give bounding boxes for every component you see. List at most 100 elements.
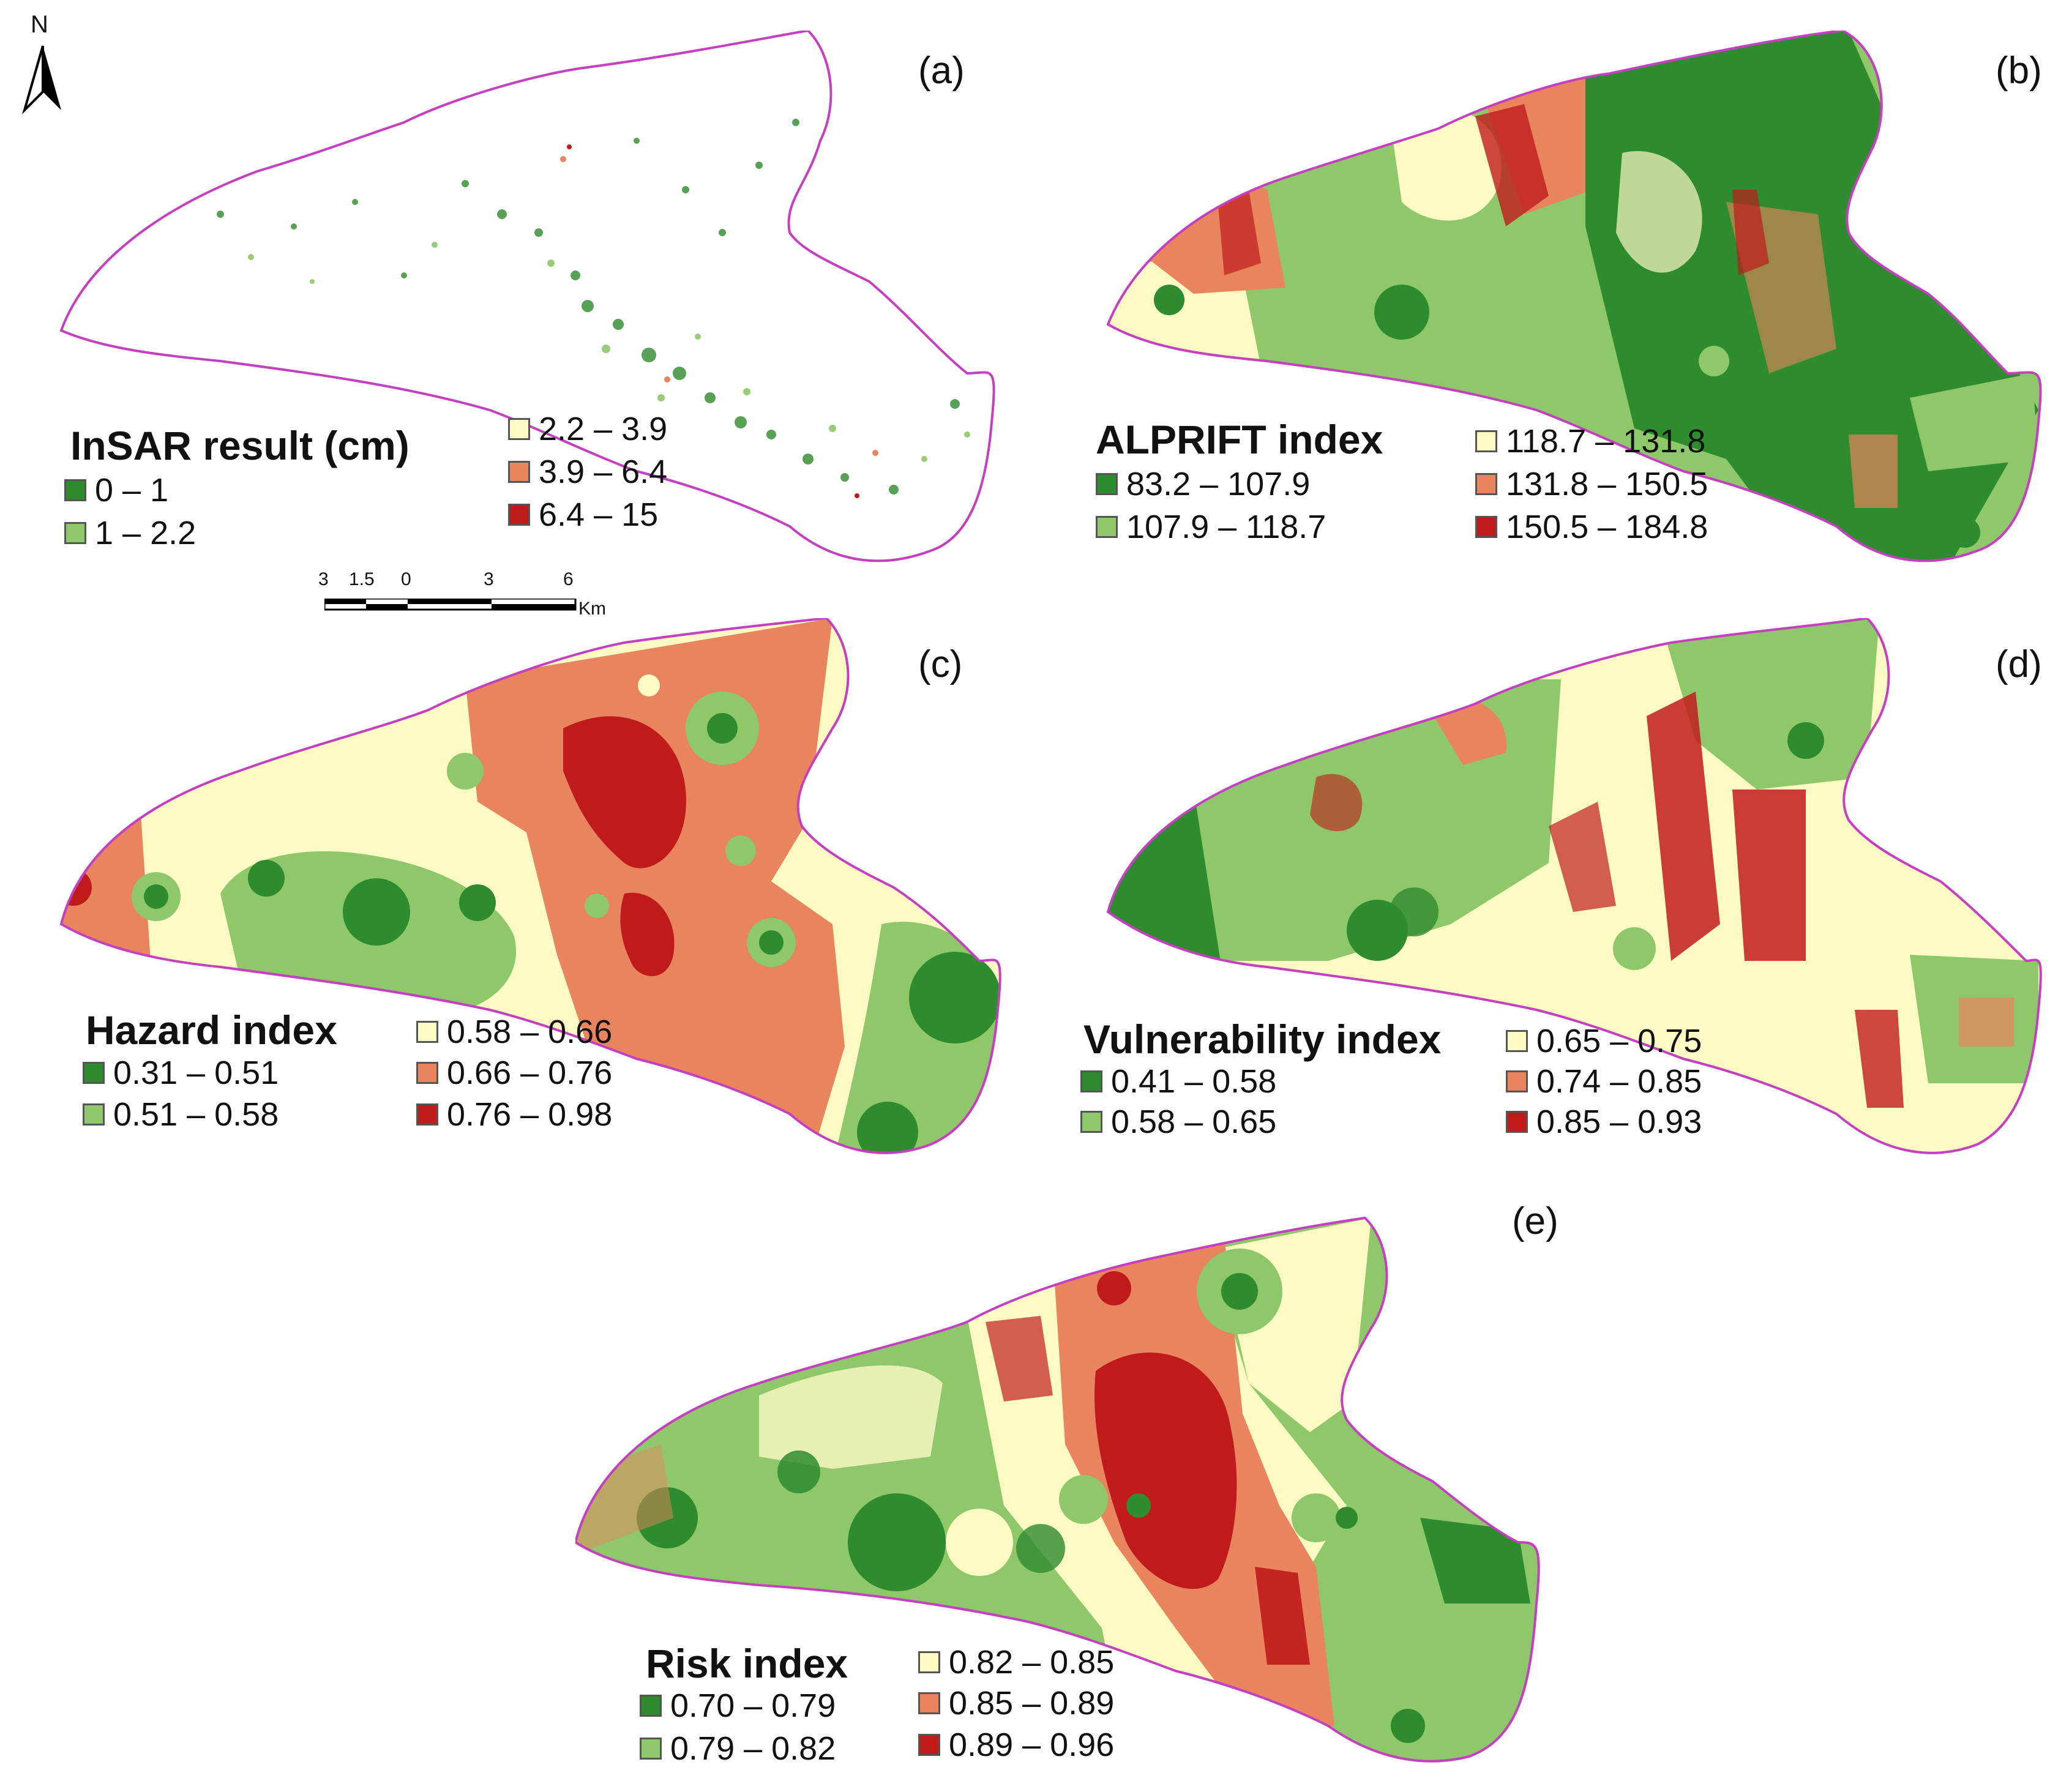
legend-item: 0.85 – 0.89 (918, 1684, 1114, 1722)
legend-item: 0.65 – 0.75 (1506, 1022, 1702, 1060)
legend-swatch (64, 522, 86, 544)
legend-swatch (1096, 516, 1118, 538)
legend-swatch (918, 1651, 940, 1673)
legend-swatch (1096, 473, 1118, 495)
legend-swatch (1080, 1070, 1102, 1092)
legend-swatch (416, 1021, 438, 1043)
legend-item: 107.9 – 118.7 (1096, 508, 1326, 546)
legend-label: 0.89 – 0.96 (949, 1727, 1115, 1763)
legend-swatch (508, 418, 530, 440)
legend-title: Risk index (646, 1641, 848, 1686)
legend-label: 0.79 – 0.82 (670, 1730, 836, 1767)
scale-tick: 3 (318, 569, 329, 589)
legend-swatch (1080, 1111, 1102, 1133)
panel-label: (b) (1996, 50, 2042, 92)
legend-label: 0.70 – 0.79 (670, 1687, 836, 1724)
legend-item: 1 – 2.2 (64, 514, 196, 552)
legend-swatch (83, 1062, 105, 1084)
scale-unit: Km (578, 599, 606, 619)
legend-label: 2.2 – 3.9 (539, 411, 668, 447)
legend-item: 2.2 – 3.9 (508, 410, 667, 448)
legend-swatch (1475, 430, 1497, 452)
legend-label: 83.2 – 107.9 (1126, 466, 1311, 502)
map-alprift (1106, 31, 2042, 562)
legend-title: InSAR result (cm) (70, 423, 410, 468)
panel-label: (a) (918, 50, 965, 92)
panel-a-insar: (a) InSAR result (cm) 0 – 1 1 – 2.2 2.2 … (37, 31, 1016, 581)
legend-swatch (416, 1062, 438, 1084)
scale-bar-graphic (324, 599, 577, 611)
legend-label: 0.58 – 0.66 (447, 1014, 613, 1050)
legend-item: 0.74 – 0.85 (1506, 1062, 1702, 1100)
panel-d-vulnerability: (d) Vulnerability index 0.41 – 0.58 0.58… (1080, 618, 2063, 1169)
legend-label: 0.74 – 0.85 (1536, 1063, 1702, 1100)
legend-swatch (416, 1103, 438, 1126)
legend-item: 150.5 – 184.8 (1475, 508, 1708, 546)
legend-item: 0.58 – 0.65 (1080, 1103, 1276, 1141)
map-hazard (59, 618, 1001, 1154)
legend-item: 6.4 – 15 (508, 496, 658, 534)
legend-swatch (1506, 1070, 1528, 1092)
legend-item: 0.41 – 0.58 (1080, 1062, 1276, 1100)
legend-item: 0.51 – 0.58 (83, 1096, 279, 1133)
legend-swatch (918, 1692, 940, 1714)
legend-item: 0.70 – 0.79 (640, 1687, 836, 1725)
legend-title: Vulnerability index (1083, 1017, 1442, 1062)
north-label: N (31, 11, 48, 38)
scale-bar: 3 1.5 0 3 6 Km (318, 569, 637, 624)
legend-swatch (508, 504, 530, 526)
legend-item: 0.85 – 0.93 (1506, 1103, 1702, 1141)
legend-label: 0.65 – 0.75 (1536, 1023, 1702, 1059)
legend-item: 3.9 – 6.4 (508, 453, 667, 491)
legend-label: 0.85 – 0.93 (1536, 1103, 1702, 1140)
legend-label: 150.5 – 184.8 (1506, 509, 1708, 545)
legend-label: 3.9 – 6.4 (539, 454, 668, 490)
scale-tick: 1.5 (349, 569, 375, 589)
map-vulnerability (1106, 618, 2042, 1154)
legend-label: 0.58 – 0.65 (1111, 1103, 1277, 1140)
legend-swatch (1506, 1030, 1528, 1052)
scale-tick: 3 (484, 569, 494, 589)
legend-item: 131.8 – 150.5 (1475, 465, 1708, 503)
legend-label: 6.4 – 15 (539, 496, 659, 533)
panel-label: (e) (1512, 1200, 1558, 1242)
legend-swatch (640, 1695, 662, 1717)
legend-label: 118.7 – 131.8 (1506, 423, 1706, 460)
legend-item: 0.58 – 0.66 (416, 1013, 612, 1051)
panel-e-risk: (e) Risk index 0.70 – 0.79 0.79 – 0.82 0… (575, 1200, 1579, 1787)
legend-title: ALPRIFT index (1096, 417, 1383, 462)
legend-item: 0.79 – 0.82 (640, 1730, 836, 1768)
legend-label: 0.51 – 0.58 (113, 1096, 279, 1133)
legend-swatch (640, 1738, 662, 1760)
panel-b-alprift: (b) ALPRIFT index 83.2 – 107.9 107.9 – 1… (1083, 31, 2063, 581)
legend-label: 0.82 – 0.85 (949, 1644, 1115, 1681)
legend-label: 0 – 1 (95, 472, 169, 509)
panel-c-hazard: (c) Hazard index 0.31 – 0.51 0.51 – 0.58… (37, 618, 1016, 1169)
north-arrow-icon (18, 12, 67, 116)
legend-item: 118.7 – 131.8 (1475, 422, 1705, 460)
legend-label: 0.85 – 0.89 (949, 1685, 1115, 1722)
legend-label: 131.8 – 150.5 (1506, 466, 1708, 502)
legend-swatch (918, 1734, 940, 1756)
legend-item: 0.82 – 0.85 (918, 1643, 1114, 1681)
legend-label: 0.76 – 0.98 (447, 1096, 613, 1133)
legend-swatch (83, 1103, 105, 1126)
legend-item: 0 – 1 (64, 471, 168, 509)
legend-swatch (508, 461, 530, 483)
legend-item: 0.31 – 0.51 (83, 1054, 279, 1092)
scale-tick: 6 (563, 569, 574, 589)
legend-swatch (1506, 1111, 1528, 1133)
panel-label: (c) (918, 643, 963, 685)
legend-swatch (64, 479, 86, 501)
legend-item: 0.76 – 0.98 (416, 1096, 612, 1133)
panel-label: (d) (1996, 643, 2042, 685)
legend-label: 0.66 – 0.76 (447, 1055, 613, 1091)
legend-label: 0.31 – 0.51 (113, 1055, 279, 1091)
legend-label: 1 – 2.2 (95, 515, 196, 551)
legend-swatch (1475, 516, 1497, 538)
legend-item: 83.2 – 107.9 (1096, 465, 1310, 503)
legend-title: Hazard index (86, 1007, 337, 1053)
legend-item: 0.89 – 0.96 (918, 1726, 1114, 1764)
legend-item: 0.66 – 0.76 (416, 1054, 612, 1092)
map-risk (575, 1216, 1540, 1763)
